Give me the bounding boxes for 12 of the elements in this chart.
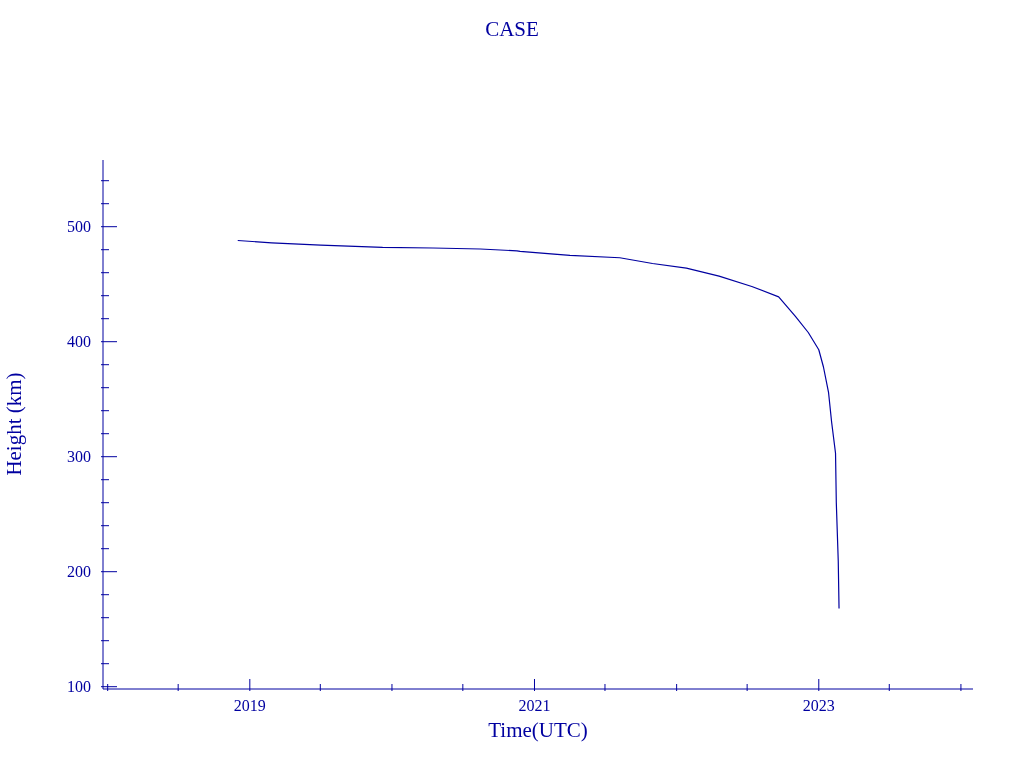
y-tick-label: 300 bbox=[67, 447, 91, 465]
x-tick-label: 2023 bbox=[802, 697, 835, 714]
y-tick-label: 500 bbox=[67, 217, 91, 235]
chart-title: CASE bbox=[484, 17, 540, 42]
x-tick-label: 2019 bbox=[233, 697, 266, 714]
y-tick-label: 200 bbox=[67, 562, 91, 580]
x-axis-title: Time(UTC) bbox=[487, 718, 589, 743]
y-axis-title: Height (km) bbox=[1, 372, 27, 476]
y-tick-label: 100 bbox=[67, 677, 91, 695]
y-tick-label: 400 bbox=[67, 332, 91, 350]
line-series bbox=[237, 239, 840, 610]
x-tick-label: 2021 bbox=[518, 697, 551, 714]
